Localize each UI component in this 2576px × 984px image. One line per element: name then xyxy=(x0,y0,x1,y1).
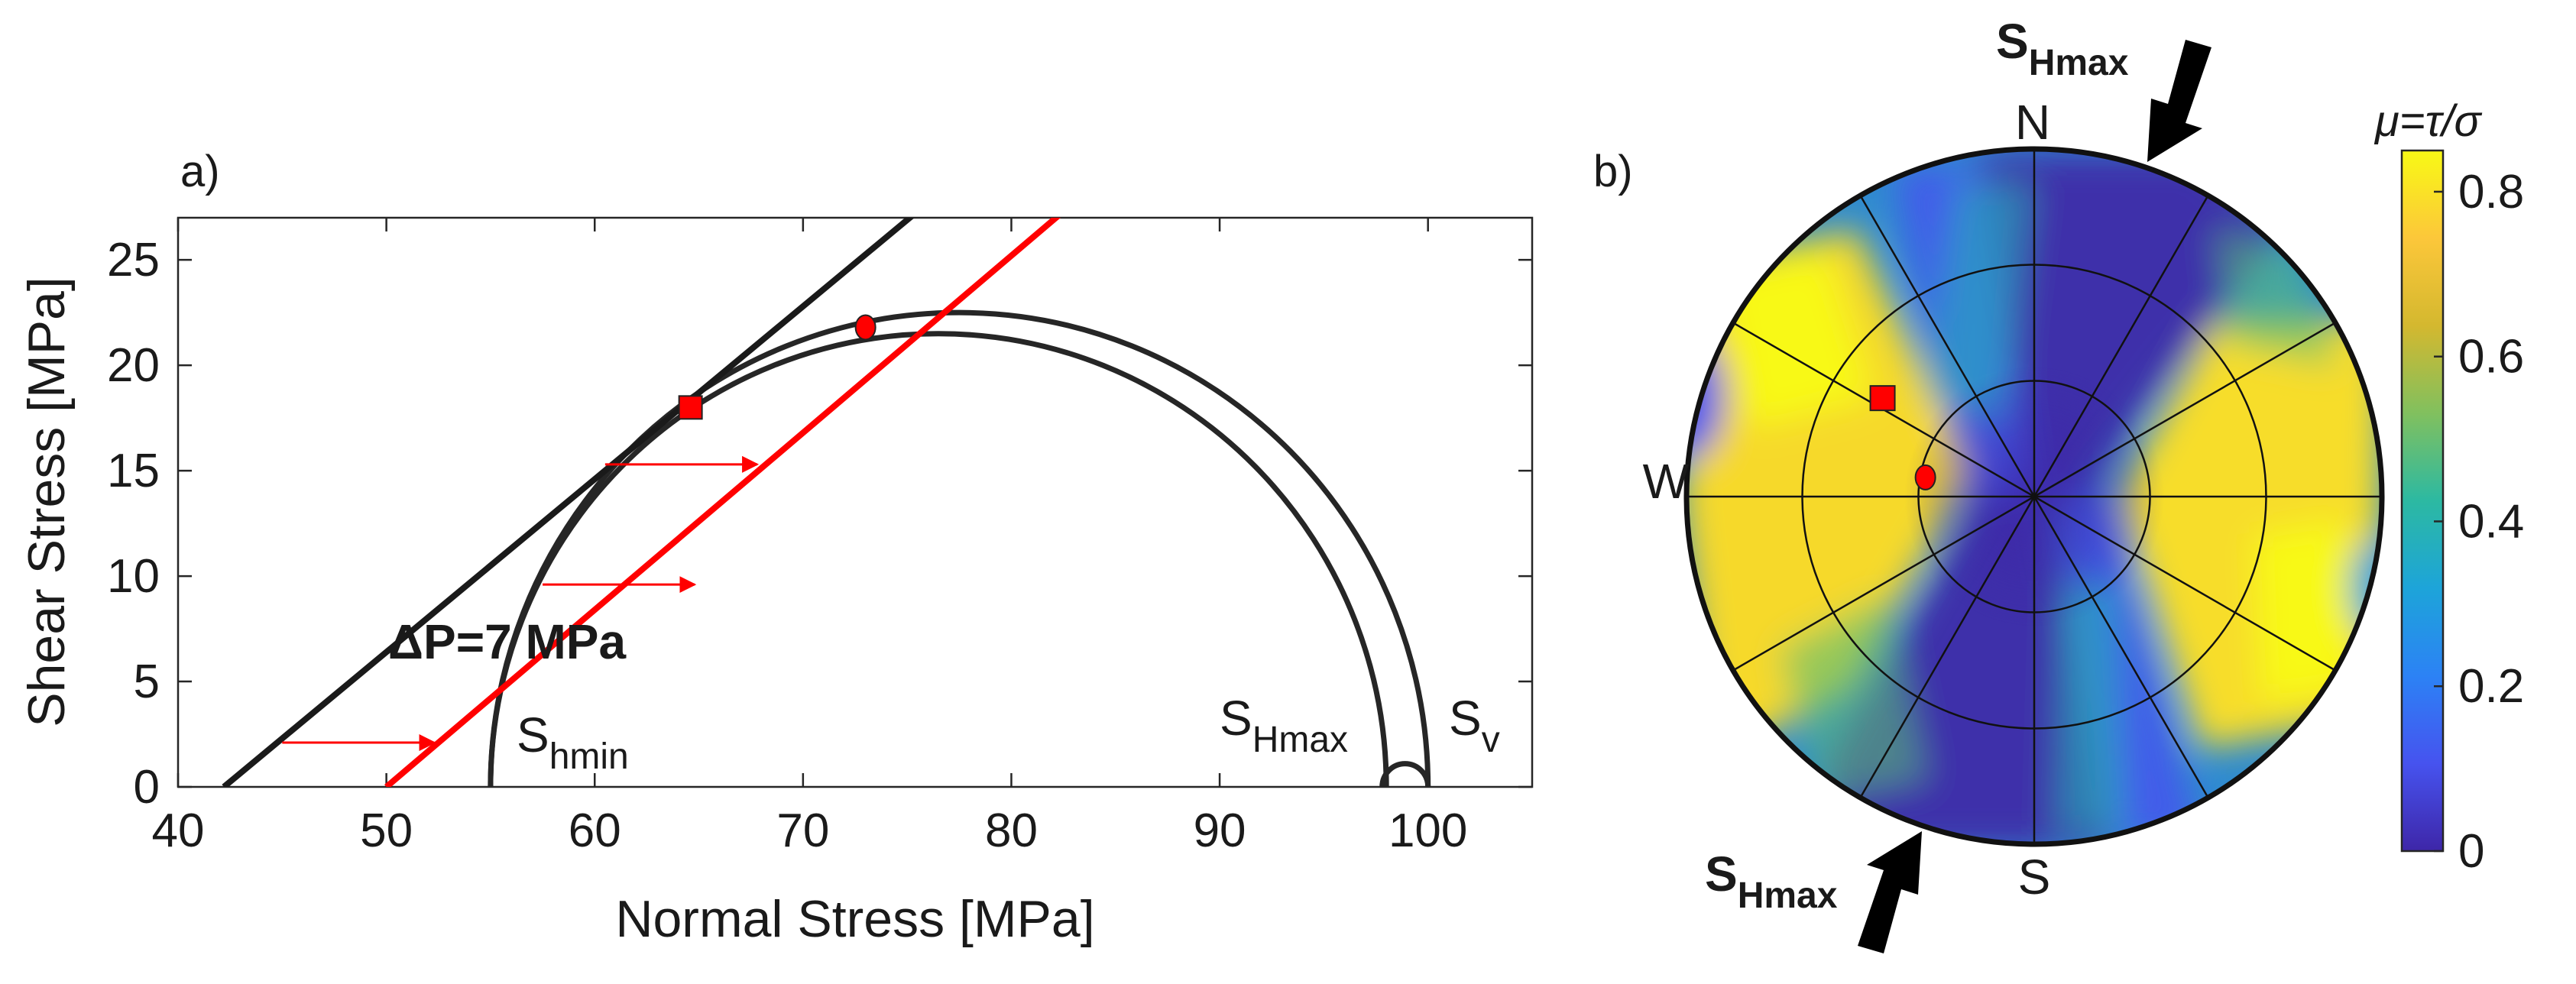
x-tick-label: 100 xyxy=(1388,804,1467,857)
grid-spoke xyxy=(1732,495,2035,672)
mohr-circle xyxy=(1379,761,1431,787)
colorbar-tick-label: 0 xyxy=(2458,825,2484,878)
sv-label-sub: v xyxy=(1482,720,1500,760)
shmax-south-sub: Hmax xyxy=(1738,876,1838,916)
colorbar-ticks: 0 0.2 0.4 0.6 0.8 xyxy=(2434,166,2524,878)
y-axis-label: Shear Stress [MPa] xyxy=(18,277,76,727)
plot-frame xyxy=(177,216,1534,788)
y-tick-label: 15 xyxy=(107,445,160,497)
failure-envelopes xyxy=(222,218,1061,787)
square-marker xyxy=(1869,385,1896,412)
x-tick-label: 40 xyxy=(152,804,205,857)
grid-spoke xyxy=(2033,195,2209,497)
failure-envelope-line xyxy=(222,218,915,787)
circle-marker xyxy=(854,314,876,341)
y-tick-label: 20 xyxy=(107,339,160,392)
shmax-arrow-south xyxy=(1858,831,1922,953)
y-tick-label: 0 xyxy=(134,761,160,814)
friction-coefficient-map xyxy=(1687,149,2382,844)
stereonet-outline xyxy=(1683,146,2385,847)
x-tick-label: 80 xyxy=(985,804,1038,857)
x-tick-label: 50 xyxy=(360,804,413,857)
circle-marker xyxy=(1914,464,1936,490)
failure-envelope-line xyxy=(384,218,1061,787)
mohr-circle xyxy=(488,331,1389,787)
mohr-circles xyxy=(491,312,1428,787)
delta-p-annotation: ΔP=7 MPa xyxy=(388,614,626,669)
colorbar-bar xyxy=(2400,149,2445,853)
north-label: N xyxy=(2015,95,2050,150)
axis-ticks: 40 50 60 70 80 90 100 0 5 10 15 20 25 xyxy=(107,218,1532,857)
y-tick-label: 5 xyxy=(134,655,160,708)
panel-a-mohr-diagram: a) 40 50 60 70 80 90 100 0 5 10 15 20 25 Normal Stre… xyxy=(18,147,1534,948)
shmax-arrow-north xyxy=(2147,40,2211,162)
colorbar-label: μ=τ/σ xyxy=(2373,96,2482,146)
shmax-label: SHmax xyxy=(1220,691,1348,760)
panel-a-label: a) xyxy=(180,147,220,196)
south-label: S xyxy=(2018,850,2051,905)
colorbar-tick-label: 0.6 xyxy=(2458,331,2524,384)
shmax-north-main: S xyxy=(1996,14,2029,69)
shmax-label-north: SHmax xyxy=(1996,14,2129,83)
shmin-label-sub: hmin xyxy=(549,736,629,777)
y-tick-label: 10 xyxy=(107,550,160,603)
x-axis-label: Normal Stress [MPa] xyxy=(615,890,1094,948)
grid-spoke xyxy=(2033,495,2336,672)
sv-label: Sv xyxy=(1449,691,1500,760)
shmax-north-sub: Hmax xyxy=(2029,43,2129,83)
shmin-label: Shmin xyxy=(517,707,629,777)
grid-spoke xyxy=(2033,322,2336,498)
grid-spoke xyxy=(1859,195,2036,497)
grid-spoke xyxy=(2033,496,2209,798)
sv-label-main: S xyxy=(1449,691,1482,746)
stereonet-markers xyxy=(1869,385,1936,490)
colorbar-tick-label: 0.2 xyxy=(2458,660,2524,713)
west-label: W xyxy=(1643,454,1690,509)
square-marker xyxy=(678,395,703,420)
colorbar: 0 0.2 0.4 0.6 0.8 μ=τ/σ xyxy=(2373,96,2524,878)
grid-spoke xyxy=(1859,496,2036,798)
panel-b-label: b) xyxy=(1593,147,1633,196)
shift-arrows xyxy=(282,455,760,752)
shmax-label-main: S xyxy=(1220,691,1252,746)
mohr-circle xyxy=(491,312,1428,787)
y-tick-label: 25 xyxy=(107,234,160,286)
x-tick-label: 70 xyxy=(776,804,829,857)
shmax-label-sub: Hmax xyxy=(1252,720,1348,760)
plot-markers xyxy=(678,314,876,420)
shmax-label-south: SHmax xyxy=(1705,846,1838,916)
shmax-south-main: S xyxy=(1705,846,1738,901)
colorbar-tick-label: 0.8 xyxy=(2458,166,2524,218)
panel-b-stereonet: b) xyxy=(1593,14,2524,953)
colorbar-tick-label: 0.4 xyxy=(2458,495,2524,548)
shmin-label-main: S xyxy=(517,707,549,762)
x-tick-label: 90 xyxy=(1194,804,1246,857)
x-tick-label: 60 xyxy=(569,804,621,857)
